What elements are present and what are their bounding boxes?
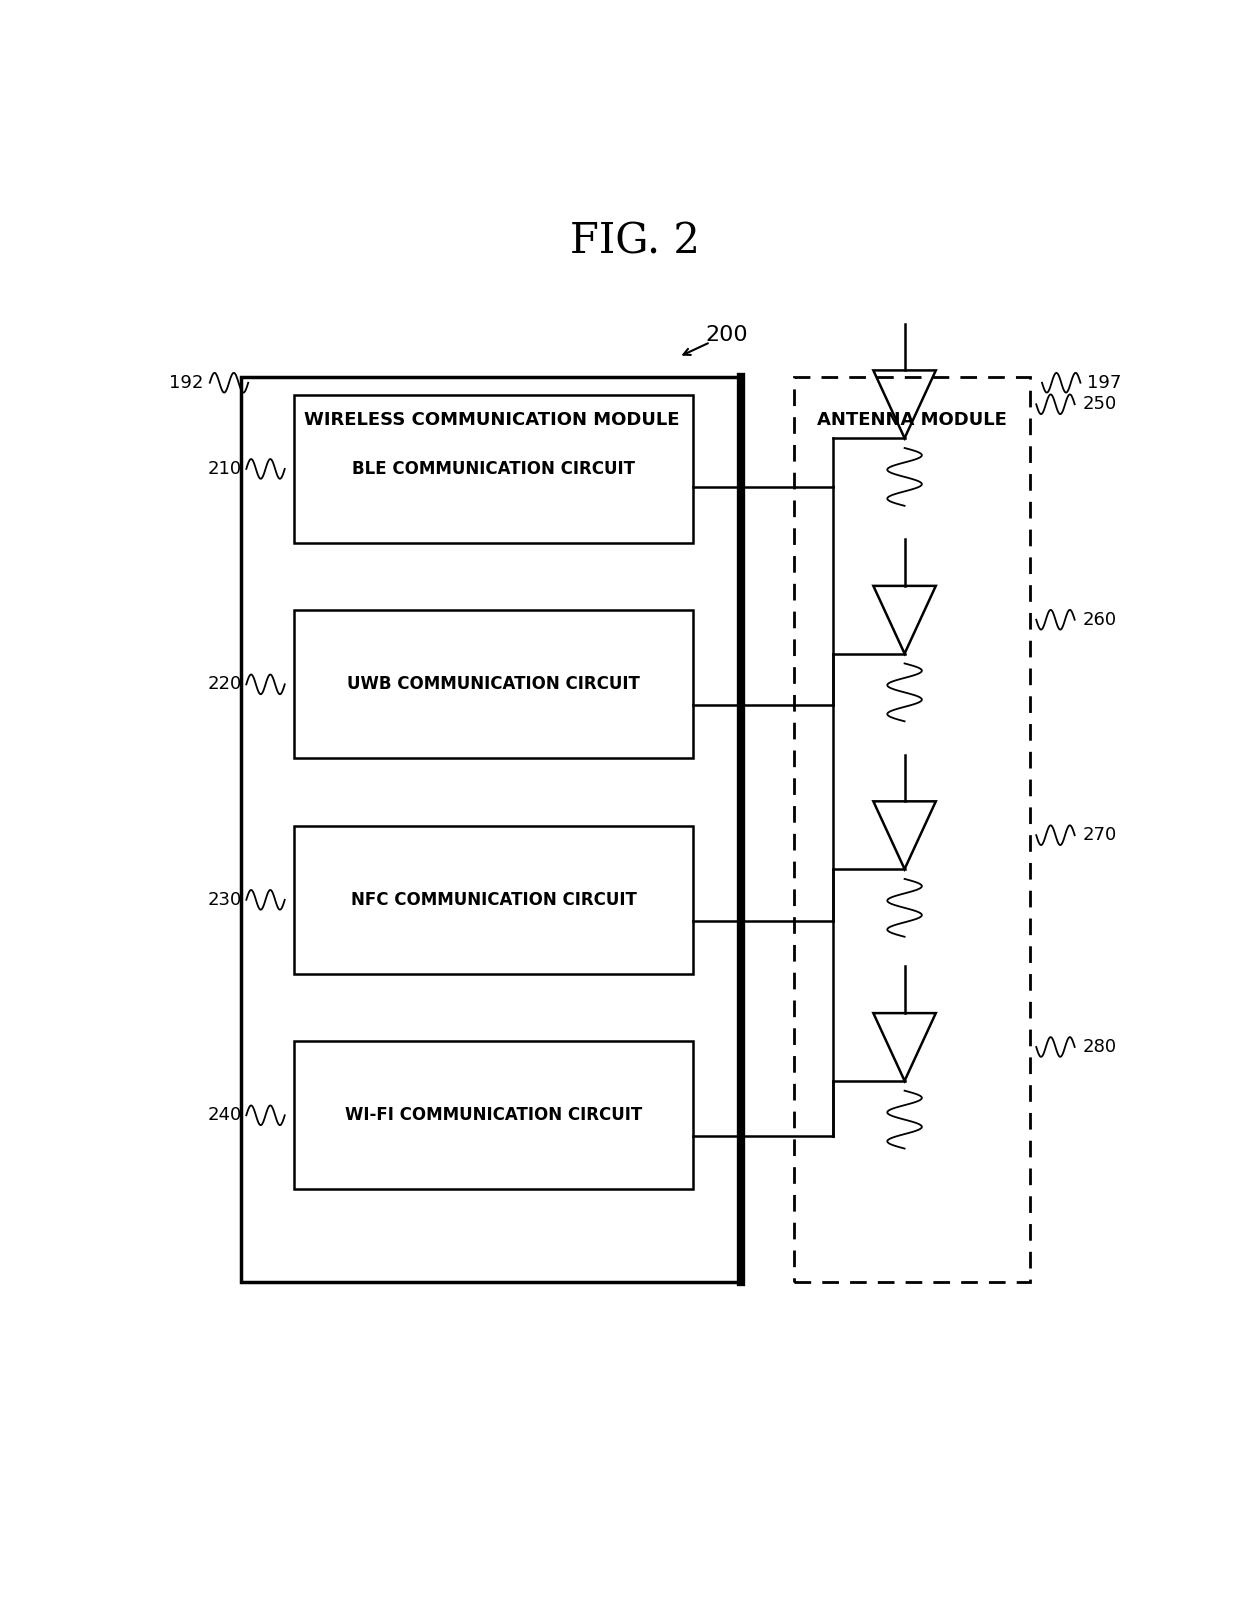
Text: 260: 260 [1083,611,1116,628]
Bar [294,395,693,542]
Bar [294,611,693,758]
Text: 250: 250 [1083,395,1116,413]
Text: WI-FI COMMUNICATION CIRCUIT: WI-FI COMMUNICATION CIRCUIT [345,1107,642,1124]
Text: NFC COMMUNICATION CIRCUIT: NFC COMMUNICATION CIRCUIT [351,891,636,908]
Text: 240: 240 [207,1107,242,1124]
Text: FIG. 2: FIG. 2 [570,221,701,262]
Text: 280: 280 [1083,1038,1116,1055]
Text: UWB COMMUNICATION CIRCUIT: UWB COMMUNICATION CIRCUIT [347,675,640,694]
Text: 197: 197 [1087,374,1121,392]
Text: WIRELESS COMMUNICATION MODULE: WIRELESS COMMUNICATION MODULE [304,411,680,429]
Text: ANTENNA MODULE: ANTENNA MODULE [817,411,1007,429]
Text: 210: 210 [207,461,242,478]
Bar [242,376,742,1281]
Bar [294,1041,693,1190]
Text: 200: 200 [706,325,748,345]
Text: 270: 270 [1083,827,1116,844]
Bar [294,827,693,974]
Text: BLE COMMUNICATION CIRCUIT: BLE COMMUNICATION CIRCUIT [352,461,635,478]
Text: 230: 230 [207,891,242,908]
Text: 220: 220 [207,675,242,694]
Bar [794,376,1029,1281]
Text: 192: 192 [169,374,203,392]
